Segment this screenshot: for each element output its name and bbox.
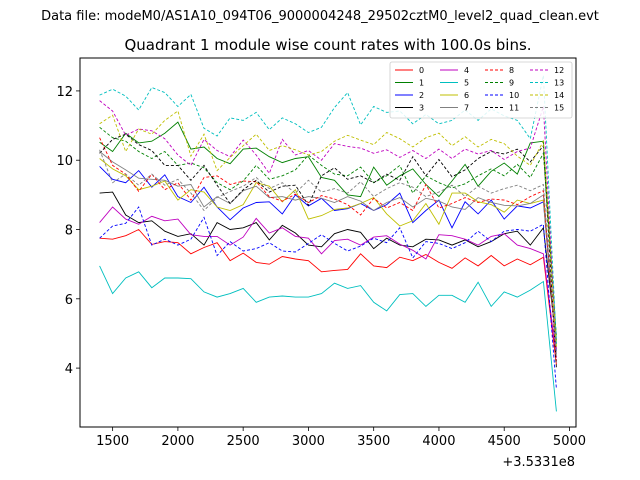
legend-label-11: 11 xyxy=(509,104,519,113)
series-line-0 xyxy=(99,228,557,365)
legend-label-1: 1 xyxy=(419,79,424,88)
series-line-7 xyxy=(99,151,557,355)
x-tick-label: 4500 xyxy=(488,434,521,449)
legend-label-5: 5 xyxy=(464,79,469,88)
series-line-1 xyxy=(99,121,557,341)
x-tick-label: 5000 xyxy=(553,434,586,449)
series-line-6 xyxy=(99,158,557,348)
y-tick-label: 4 xyxy=(65,362,73,377)
legend-label-12: 12 xyxy=(554,66,564,75)
x-tick-label: 2000 xyxy=(161,434,194,449)
series-line-3 xyxy=(99,191,557,344)
series-line-11 xyxy=(99,133,557,369)
axes-frame xyxy=(79,57,577,428)
chart-suptitle: Data file: modeM0/AS1A10_094T06_90000042… xyxy=(41,9,599,24)
chart-title: Quadrant 1 module wise count rates with … xyxy=(124,36,531,54)
x-tick-label: 2500 xyxy=(227,434,260,449)
y-tick-label: 12 xyxy=(56,85,73,100)
y-axis-ticks: 4 6 8 10 12 xyxy=(56,85,80,377)
legend-label-15: 15 xyxy=(554,104,564,113)
y-tick-label: 10 xyxy=(56,154,73,169)
series-line-2 xyxy=(99,166,557,351)
series-line-12 xyxy=(99,100,557,351)
series-line-13 xyxy=(99,75,557,344)
legend-label-0: 0 xyxy=(419,66,424,75)
legend-label-7: 7 xyxy=(464,104,469,113)
series-layer xyxy=(99,75,557,412)
legend-label-3: 3 xyxy=(419,104,424,113)
series-line-10 xyxy=(99,206,557,389)
legend-label-14: 14 xyxy=(554,91,564,100)
y-tick-label: 6 xyxy=(65,293,73,308)
series-line-4 xyxy=(99,206,557,358)
series-line-8 xyxy=(99,137,557,362)
series-line-15 xyxy=(99,149,557,358)
x-axis-offset-label: +3.5331e8 xyxy=(502,455,575,470)
x-tick-label: 3000 xyxy=(292,434,325,449)
x-tick-label: 4000 xyxy=(422,434,455,449)
series-line-5 xyxy=(99,265,557,412)
series-line-14 xyxy=(99,110,557,348)
x-tick-label: 3500 xyxy=(357,434,390,449)
legend-label-2: 2 xyxy=(419,91,424,100)
x-axis-ticks: 1500 2000 2500 3000 3500 4000 4500 5000 xyxy=(96,427,586,449)
y-tick-label: 8 xyxy=(65,224,73,239)
legend-label-4: 4 xyxy=(464,66,469,75)
legend-label-8: 8 xyxy=(509,66,514,75)
series-line-9 xyxy=(99,126,557,337)
legend-label-9: 9 xyxy=(509,79,514,88)
legend-label-13: 13 xyxy=(554,79,564,88)
legend-label-6: 6 xyxy=(464,91,469,100)
legend-box xyxy=(389,61,573,119)
x-tick-label: 1500 xyxy=(96,434,129,449)
legend-label-10: 10 xyxy=(509,91,519,100)
